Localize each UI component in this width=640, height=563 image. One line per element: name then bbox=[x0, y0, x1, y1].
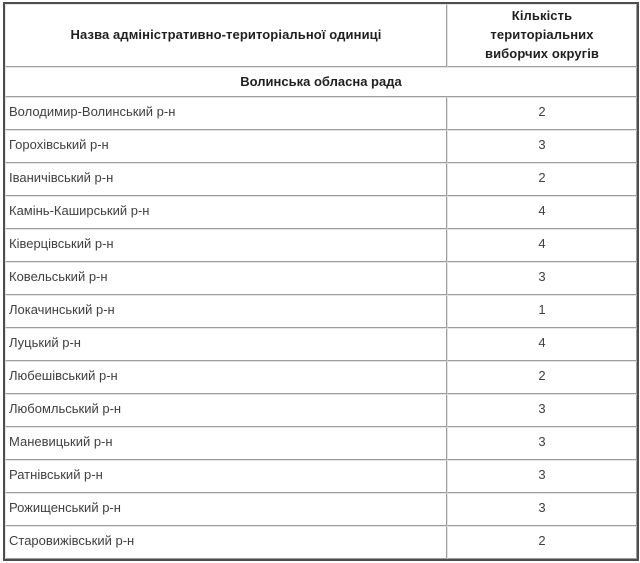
district-count-cell: 2 bbox=[447, 162, 637, 196]
table-row: Ратнівський р-н 3 bbox=[5, 459, 637, 493]
district-count-cell: 2 bbox=[447, 96, 637, 130]
district-count-cell: 4 bbox=[447, 228, 637, 262]
district-name-cell: Любомльський р-н bbox=[5, 393, 447, 427]
district-count-cell: 4 bbox=[447, 195, 637, 229]
group-header-oblast-council: Волинська обласна рада bbox=[5, 66, 637, 97]
district-name-cell: Рожищенський р-н bbox=[5, 492, 447, 526]
column-header-unit-name: Назва адміністративно-територіальної оди… bbox=[5, 4, 447, 67]
district-count-cell: 3 bbox=[447, 393, 637, 427]
district-name-cell: Маневицький р-н bbox=[5, 426, 447, 460]
district-count-cell: 3 bbox=[447, 492, 637, 526]
group-header-row: Волинська обласна рада bbox=[5, 66, 637, 97]
district-name-cell: Локачинський р-н bbox=[5, 294, 447, 328]
header-row: Назва адміністративно-територіальної оди… bbox=[5, 4, 637, 67]
table-row: Старовижівський р-н 2 bbox=[5, 525, 637, 559]
table-row: Любешівський р-н 2 bbox=[5, 360, 637, 394]
district-name-cell: Іваничівський р-н bbox=[5, 162, 447, 196]
district-count-cell: 2 bbox=[447, 360, 637, 394]
district-name-cell: Ратнівський р-н bbox=[5, 459, 447, 493]
table-row: Ківерцівський р-н 4 bbox=[5, 228, 637, 262]
table-row: Камінь-Каширський р-н 4 bbox=[5, 195, 637, 229]
table-header: Назва адміністративно-територіальної оди… bbox=[5, 4, 637, 67]
table-row: Горохівський р-н 3 bbox=[5, 129, 637, 163]
districts-table: Назва адміністративно-територіальної оди… bbox=[3, 2, 639, 561]
district-name-cell: Володимир-Волинський р-н bbox=[5, 96, 447, 130]
district-name-cell: Камінь-Каширський р-н bbox=[5, 195, 447, 229]
table-row: Маневицький р-н 3 bbox=[5, 426, 637, 460]
district-name-cell: Ковельський р-н bbox=[5, 261, 447, 295]
table-row: Рожищенський р-н 3 bbox=[5, 492, 637, 526]
district-name-cell: Ківерцівський р-н bbox=[5, 228, 447, 262]
district-name-cell: Любешівський р-н bbox=[5, 360, 447, 394]
table-row: Локачинський р-н 1 bbox=[5, 294, 637, 328]
table-row: Луцький р-н 4 bbox=[5, 327, 637, 361]
district-count-cell: 4 bbox=[447, 327, 637, 361]
table-row: Любомльський р-н 3 bbox=[5, 393, 637, 427]
table-row: Володимир-Волинський р-н 2 bbox=[5, 96, 637, 130]
district-count-cell: 3 bbox=[447, 129, 637, 163]
district-count-cell: 1 bbox=[447, 294, 637, 328]
table-row: Ковельський р-н 3 bbox=[5, 261, 637, 295]
district-name-cell: Луцький р-н bbox=[5, 327, 447, 361]
district-count-cell: 3 bbox=[447, 426, 637, 460]
district-name-cell: Горохівський р-н bbox=[5, 129, 447, 163]
district-count-cell: 2 bbox=[447, 525, 637, 559]
column-header-district-count: Кількість територіальних виборчих округі… bbox=[447, 4, 637, 67]
district-name-cell: Старовижівський р-н bbox=[5, 525, 447, 559]
table-row: Іваничівський р-н 2 bbox=[5, 162, 637, 196]
table-body: Волинська обласна рада Володимир-Волинсь… bbox=[5, 66, 637, 559]
district-count-cell: 3 bbox=[447, 459, 637, 493]
district-count-cell: 3 bbox=[447, 261, 637, 295]
